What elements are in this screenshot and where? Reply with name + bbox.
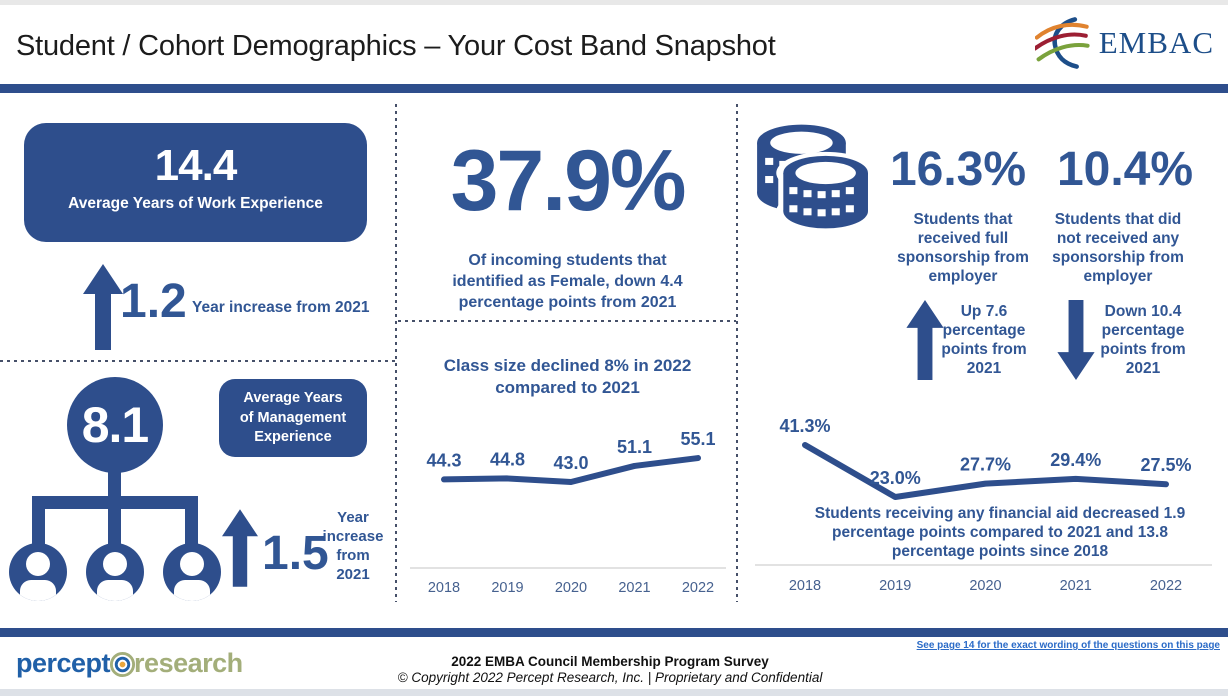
- survey-title: 2022 EMBA Council Membership Program Sur…: [451, 654, 769, 669]
- mgmt-delta-value: 1.5: [262, 527, 329, 580]
- svg-text:41.3%: 41.3%: [779, 416, 830, 436]
- class-size-chart: 44.3 44.8 43.0 51.1 55.1 2018 2019 2020 2021 2022: [410, 429, 726, 596]
- svg-text:2021: 2021: [1060, 578, 1092, 594]
- percept-logo-text1: percept: [16, 648, 111, 678]
- financial-aid-chart: 41.3% 23.0% 27.7% 29.4% 27.5% 2018 2019 2020 202…: [755, 416, 1212, 594]
- svg-text:51.1: 51.1: [617, 437, 652, 457]
- full-sponsorship-label: Students that received full sponsorship …: [897, 211, 1029, 285]
- page-title: Student / Cohort Demographics – Your Cos…: [16, 30, 776, 62]
- svg-text:44.8: 44.8: [490, 449, 525, 469]
- percept-logo: percept research: [16, 648, 243, 679]
- svg-text:27.7%: 27.7%: [960, 455, 1011, 475]
- header-rule: [0, 84, 1228, 93]
- person-icon: [86, 543, 144, 601]
- arrow-up-icon: [83, 264, 123, 350]
- work-experience-label: Average Years of Work Experience: [68, 195, 323, 212]
- svg-text:55.1: 55.1: [680, 429, 715, 449]
- svg-text:2021: 2021: [618, 580, 650, 596]
- copyright-line: © Copyright 2022 Percept Research, Inc. …: [397, 670, 823, 685]
- mgmt-experience-card: Average Years of Management Experience: [219, 379, 367, 457]
- svg-text:2018: 2018: [428, 580, 460, 596]
- financial-aid-annotation: Students receiving any financial aid dec…: [814, 505, 1186, 560]
- person-icon: [9, 543, 67, 601]
- mgmt-delta-label: Year increase from 2021: [322, 509, 384, 583]
- bottom-edge-strip: [0, 689, 1228, 696]
- svg-text:2022: 2022: [682, 580, 714, 596]
- work-experience-card: 14.4 Average Years of Work Experience: [24, 123, 367, 242]
- svg-text:2019: 2019: [491, 580, 523, 596]
- top-edge-strip: [0, 0, 1228, 5]
- footer-rule: [0, 628, 1228, 637]
- female-percentage: 37.9%: [450, 133, 687, 229]
- svg-text:44.3: 44.3: [426, 450, 461, 470]
- coins-icon: [757, 124, 870, 232]
- class-size-chart-title: Class size declined 8% in 2022 compared …: [443, 356, 692, 397]
- full-sponsorship-delta: Up 7.6 percentage points from 2021: [941, 303, 1027, 377]
- divider-left-horizontal: [0, 360, 396, 362]
- female-label: Of incoming students that identified as …: [452, 252, 683, 311]
- full-sponsorship-value: 16.3%: [889, 143, 1027, 196]
- svg-text:2022: 2022: [1150, 578, 1182, 594]
- divider-middle-right: [736, 104, 738, 602]
- mgmt-experience-value: 8.1: [67, 377, 163, 473]
- svg-text:29.4%: 29.4%: [1050, 450, 1101, 470]
- svg-text:43.0: 43.0: [553, 453, 588, 473]
- arrow-up-icon: [222, 509, 258, 587]
- embac-logo-text: EMBAC: [1098, 25, 1214, 60]
- svg-text:2018: 2018: [789, 578, 821, 594]
- work-delta-label: Year increase from 2021: [192, 299, 370, 316]
- see-page-link[interactable]: See page 14 for the exact wording of the…: [916, 640, 1220, 651]
- arrow-up-icon: [906, 300, 944, 380]
- no-sponsorship-value: 10.4%: [1056, 143, 1194, 196]
- no-sponsorship-label: Students that did not received any spons…: [1052, 211, 1184, 285]
- divider-left-middle: [395, 104, 397, 602]
- mgmt-experience-label: Average Years of Management Experience: [239, 390, 347, 445]
- person-icon: [163, 543, 221, 601]
- embac-logo: EMBAC: [1034, 14, 1214, 72]
- svg-text:2020: 2020: [555, 580, 587, 596]
- no-sponsorship-delta: Down 10.4 percentage points from 2021: [1100, 303, 1186, 377]
- percept-target-icon: [110, 651, 136, 678]
- work-delta-value: 1.2: [120, 275, 187, 328]
- embac-swoosh-icon: [1034, 17, 1090, 69]
- svg-text:2020: 2020: [969, 578, 1001, 594]
- percept-logo-text2: research: [134, 648, 243, 678]
- svg-text:23.0%: 23.0%: [870, 468, 921, 488]
- work-experience-value: 14.4: [154, 141, 238, 190]
- arrow-down-icon: [1057, 300, 1095, 380]
- divider-middle-horizontal: [398, 320, 736, 322]
- svg-text:27.5%: 27.5%: [1140, 455, 1191, 475]
- svg-text:2019: 2019: [879, 578, 911, 594]
